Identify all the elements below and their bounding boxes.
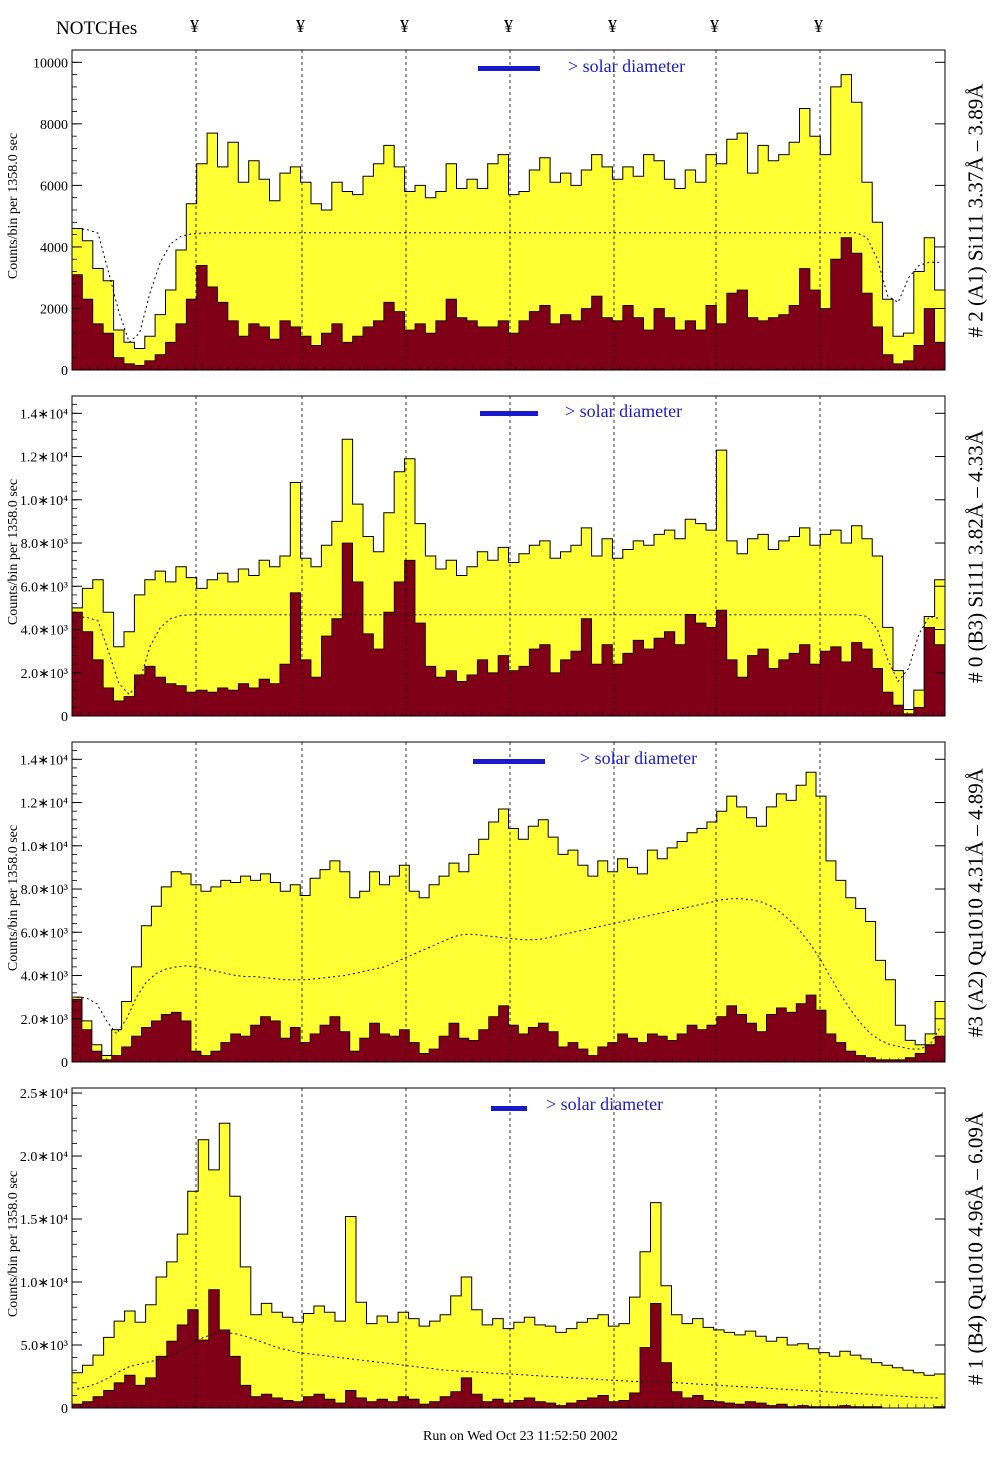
plot-frame (71, 395, 946, 717)
y-tick-label: 1.4∗10⁴ (20, 753, 68, 768)
y-tick-label: 4000 (40, 241, 68, 256)
spectrum-panel-4: 0 5.0∗10³ 1.0∗10⁴ 1.5∗10⁴ 2.0∗10⁴ 2.5∗10⁴ Coun… (0, 1086, 1004, 1426)
solar-diameter-bar (478, 66, 540, 71)
panel-plot-svg: 0 2.0∗10³ 4.0∗10³ 6.0∗10³ 8.0∗10³ 1.0∗10⁴ 1.2∗… (20, 395, 946, 725)
panel-title: #3 (A2) Qu1010 4.31Å – 4.89Å (963, 768, 988, 1037)
y-tick-label: 2.5∗10⁴ (20, 1087, 68, 1102)
series-total-counts (71, 771, 946, 1063)
y-tick-label: 1.2∗10⁴ (20, 797, 68, 812)
y-tick-label: 8.0∗10³ (21, 883, 68, 898)
series-model-curve (77, 1331, 940, 1399)
y-tick-label: 0 (61, 710, 68, 725)
series-model-curve (77, 614, 940, 696)
panel-plot-svg: 0 2.0∗10³ 4.0∗10³ 6.0∗10³ 8.0∗10³ 1.0∗10⁴ 1.2∗… (20, 741, 946, 1071)
notch-marker-1: ¥ (190, 16, 199, 36)
notch-marker-5: ¥ (608, 16, 617, 36)
y-tick-label: 2.0∗10³ (21, 667, 68, 682)
y-axis-label: Counts/bin per 1358.0 sec (6, 132, 21, 280)
y-tick-label: 2.0∗10³ (21, 1013, 68, 1028)
notch-marker-4: ¥ (504, 16, 513, 36)
y-tick-label: 8000 (40, 118, 68, 133)
y-tick-label: 4.0∗10³ (21, 970, 68, 985)
solar-diameter-label: > solar diameter (546, 1094, 664, 1114)
y-tick-label: 2.0∗10⁴ (20, 1150, 68, 1165)
y-tick-label: 1.2∗10⁴ (20, 451, 68, 466)
run-timestamp: Run on Wed Oct 23 11:52:50 2002 (423, 1429, 618, 1444)
solar-diameter-bar (473, 759, 545, 764)
y-tick-label: 6.0∗10³ (21, 580, 68, 595)
panel-title: # 1 (B4) Qu1010 4.96Å – 6.09Å (963, 1112, 988, 1385)
panel-title: # 2 (A1) Si111 3.37Å – 3.89Å (963, 83, 988, 338)
series-model-curve (76, 898, 941, 1050)
y-tick-label: 0 (61, 1056, 68, 1071)
y-tick-label: 6000 (40, 179, 68, 194)
plot-frame (71, 741, 946, 1063)
y-axis-label: Counts/bin per 1358.0 sec (6, 478, 21, 626)
y-tick-label: 5.0∗10³ (21, 1339, 68, 1354)
y-tick-label: 2000 (40, 302, 68, 317)
y-tick-label: 1.5∗10⁴ (20, 1213, 68, 1228)
plot-frame (71, 1087, 946, 1409)
series-total-counts (71, 1122, 946, 1409)
series-sub-counts (71, 1289, 946, 1409)
series-sub-counts (71, 542, 946, 717)
solar-diameter-label: > solar diameter (565, 401, 683, 421)
notch-marker-7: ¥ (814, 16, 823, 36)
notch-marker-6: ¥ (710, 16, 719, 36)
y-tick-label: 0 (61, 1402, 68, 1417)
y-tick-label: 0 (61, 364, 68, 379)
y-tick-label: 1.0∗10⁴ (20, 494, 68, 509)
spectrum-panel-3: 0 2.0∗10³ 4.0∗10³ 6.0∗10³ 8.0∗10³ 1.0∗10⁴ 1.2∗… (0, 740, 1004, 1080)
series-sub-counts (71, 237, 946, 371)
notches-header: NOTCHes ¥ ¥ ¥ ¥ ¥ ¥ ¥ (0, 0, 1004, 48)
notch-marker-2: ¥ (296, 16, 305, 36)
spectrum-panel-2: 0 2.0∗10³ 4.0∗10³ 6.0∗10³ 8.0∗10³ 1.0∗10⁴ 1.2∗… (0, 394, 1004, 734)
solar-diameter-label: > solar diameter (568, 56, 686, 76)
y-tick-label: 6.0∗10³ (21, 926, 68, 941)
series-model-curve (77, 228, 940, 344)
notch-marker-3: ¥ (400, 16, 409, 36)
spectrum-panel-1: 0 2000 4000 6000 8000 10000 Counts/bin per 135… (0, 48, 1004, 388)
solar-diameter-bar (480, 411, 538, 416)
solar-diameter-label: > solar diameter (580, 748, 698, 768)
y-tick-label: 10000 (33, 56, 68, 71)
y-tick-label: 8.0∗10³ (21, 537, 68, 552)
panel-plot-svg: 0 2000 4000 6000 8000 10000 (33, 49, 946, 379)
y-axis-label: Counts/bin per 1358.0 sec (6, 824, 21, 972)
solar-diameter-bar (491, 1106, 527, 1111)
panel-plot-svg: 0 5.0∗10³ 1.0∗10⁴ 1.5∗10⁴ 2.0∗10⁴ 2.5∗10⁴ (20, 1087, 946, 1417)
notches-title: NOTCHes (56, 18, 138, 39)
panel-title: # 0 (B3) Si111 3.82Å – 4.33Å (963, 430, 988, 683)
y-tick-label: 1.0∗10⁴ (20, 840, 68, 855)
y-axis-label: Counts/bin per 1358.0 sec (6, 1170, 21, 1318)
y-tick-label: 4.0∗10³ (21, 624, 68, 639)
series-sub-counts (71, 994, 946, 1063)
y-tick-label: 1.0∗10⁴ (20, 1276, 68, 1291)
y-tick-label: 1.4∗10⁴ (20, 407, 68, 422)
